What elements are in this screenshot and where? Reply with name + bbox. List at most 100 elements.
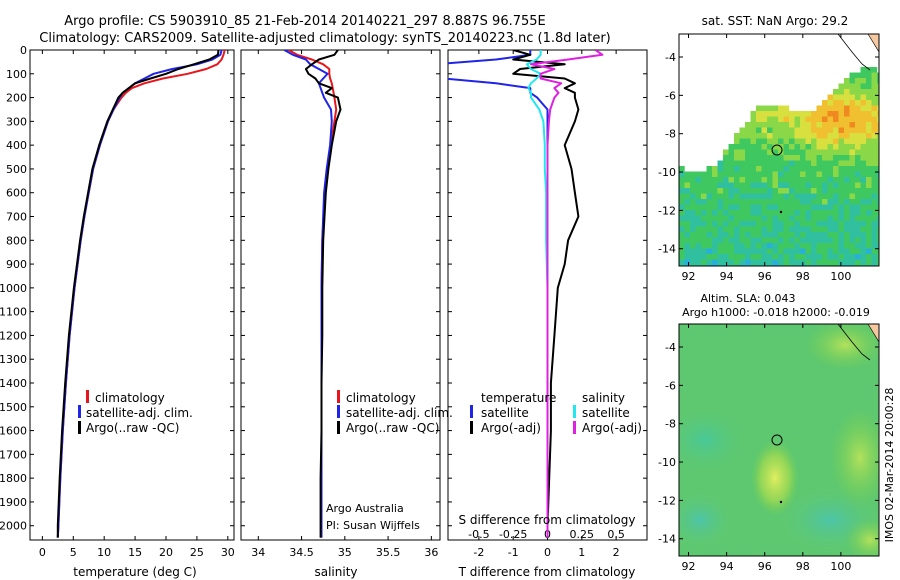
sst-cell [871, 89, 878, 95]
sst-cell [739, 166, 746, 172]
sst-cell [789, 193, 795, 200]
sst-cell [734, 254, 740, 260]
sst-cell [701, 221, 707, 227]
sst-cell [745, 122, 751, 128]
sst-cell [739, 149, 746, 156]
sst-cell [778, 133, 784, 139]
sst-cell [849, 78, 856, 84]
sst-cell [761, 182, 768, 189]
sst-cell [734, 226, 740, 233]
sst-cell [750, 177, 757, 183]
sst-cell [778, 232, 784, 238]
sst-cell [679, 215, 685, 222]
y-tick-label: 1300 [0, 353, 27, 366]
sst-cell [855, 111, 861, 117]
sst-cell [679, 171, 685, 178]
sst-cell [701, 182, 707, 189]
sst-cell [734, 248, 740, 255]
sst-cell [712, 254, 718, 260]
sst-cell [827, 182, 834, 189]
sst-cell [866, 127, 872, 134]
sst-cell [838, 138, 845, 145]
sst-cell [767, 127, 773, 134]
sst-cell [805, 160, 812, 167]
t-difference-x-ticks: -2 -1 0 1 2 [473, 50, 620, 559]
sst-cell [794, 254, 801, 260]
sst-cell [822, 100, 828, 106]
sst-cell [783, 111, 790, 117]
sst-cell [695, 188, 702, 194]
sst-cell [761, 226, 768, 233]
sst-cell [871, 105, 878, 112]
sst-cell [849, 254, 856, 260]
sst-cell [750, 160, 757, 167]
sst-cell [833, 133, 839, 139]
sst-cell [772, 226, 779, 233]
sst-cell [761, 111, 768, 117]
sst-map-ticks: 92 94 96 98 100 -4 -6 -8 -10 -12 -14 [658, 34, 879, 283]
sst-cell [855, 155, 861, 161]
sst-cell [745, 215, 751, 222]
sst-cell [679, 221, 685, 227]
sst-cell [866, 144, 872, 150]
sst-cell [871, 226, 878, 233]
salinity-lines [283, 50, 342, 538]
sst-cell [783, 116, 790, 123]
sst-cell [750, 166, 757, 172]
sst-cell [706, 171, 713, 178]
sst-cell [871, 232, 878, 238]
sst-cell [706, 204, 713, 211]
sst-cell [712, 182, 718, 189]
sst-cell [701, 254, 707, 260]
sst-cell [866, 210, 872, 216]
sst-cell [811, 215, 817, 222]
x-tick-label: 34 [251, 546, 265, 559]
sst-cell [860, 193, 867, 200]
sst-cell [778, 199, 784, 205]
sst-cell [761, 155, 768, 161]
series-line-satellite-adj-clim- [283, 50, 333, 538]
sst-cell [761, 237, 768, 244]
map-y-tick-label: -6 [665, 379, 676, 392]
sst-cell [849, 243, 856, 249]
sst-cell [728, 177, 735, 183]
land-sumatra-tip [867, 34, 879, 53]
sst-cell [816, 243, 823, 249]
sst-cell [833, 193, 839, 200]
sst-cell [723, 232, 729, 238]
series-line-satellite-adj-clim- [56, 50, 223, 538]
sst-cell [728, 188, 735, 194]
sst-cell [855, 237, 861, 244]
sst-cell [822, 254, 828, 260]
sst-cell [778, 254, 784, 260]
x-tick-label: 15 [128, 546, 142, 559]
sst-cell [778, 193, 784, 200]
sst-cell [739, 160, 746, 167]
sst-cell [844, 89, 850, 95]
sst-cell [849, 166, 856, 172]
sst-cell [723, 226, 729, 233]
legend-label-s-argo: Argo(-adj) [582, 421, 642, 435]
sst-cell [800, 221, 806, 227]
sst-cell [838, 215, 845, 222]
sst-cell [838, 188, 845, 194]
sst-cell [783, 221, 790, 227]
sst-cell [679, 166, 685, 172]
x-tick-label: 5 [70, 546, 77, 559]
s-difference-x-label: S difference from climatology [459, 513, 636, 527]
sst-cell [838, 111, 845, 117]
sst-cell [767, 160, 773, 167]
sst-cell [860, 116, 867, 123]
sst-cell [838, 133, 845, 139]
legend-swatch-argo [337, 421, 340, 434]
sst-cell [778, 111, 784, 117]
sst-cell [794, 155, 801, 161]
x-tick-label: 0 [544, 546, 551, 559]
sst-cell [866, 215, 872, 222]
sst-cell [816, 237, 823, 244]
sst-cell [712, 204, 718, 211]
sst-cell [833, 248, 839, 255]
sst-cell [805, 210, 812, 216]
sst-cell [860, 78, 867, 84]
sst-cell [827, 122, 834, 128]
